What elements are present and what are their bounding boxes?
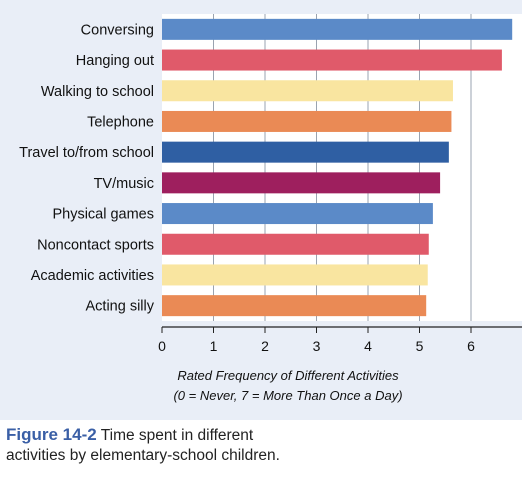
category-label: Acting silly [86,299,155,315]
category-label: Telephone [87,114,154,130]
category-label: Walking to school [41,84,154,100]
category-label: Conversing [81,22,154,38]
x-tick-label: 6 [467,338,475,354]
figure-caption: Figure 14-2 Time spent in different acti… [6,425,296,466]
bars [162,18,513,317]
bar [162,233,429,255]
bar [162,80,453,102]
x-tick-label: 1 [210,338,218,354]
x-axis-title-line1: Rated Frequency of Different Activities [177,368,399,383]
bar [162,18,513,40]
category-label: Travel to/from school [19,145,154,161]
x-tick-label: 2 [261,338,269,354]
bar [162,295,427,317]
x-tick-label: 4 [364,338,372,354]
bar [162,172,441,194]
caption-label: Figure 14-2 [6,425,97,444]
caption-text: Time spent in different activities by el… [6,427,280,464]
x-tick-label: 5 [416,338,424,354]
category-label: Noncontact sports [37,237,154,253]
x-tick-labels: 0 1 2 3 4 5 6 [158,327,475,354]
bar [162,110,452,132]
bar [162,49,502,71]
x-tick-label: 3 [313,338,321,354]
x-tick-label: 0 [158,338,166,354]
chart-panel: Conversing Hanging out Walking to school Te… [0,0,522,420]
x-axis-title-line2: (0 = Never, 7 = More Than Once a Day) [173,388,402,403]
bar [162,141,449,163]
category-labels: Conversing Hanging out Walking to school Te… [19,22,155,314]
bar [162,203,433,225]
category-label: TV/music [94,176,154,192]
category-label: Physical games [52,207,154,223]
bar-chart: Conversing Hanging out Walking to school Te… [19,14,522,403]
category-label: Hanging out [76,53,154,69]
bar [162,264,428,286]
category-label: Academic activities [31,268,154,284]
